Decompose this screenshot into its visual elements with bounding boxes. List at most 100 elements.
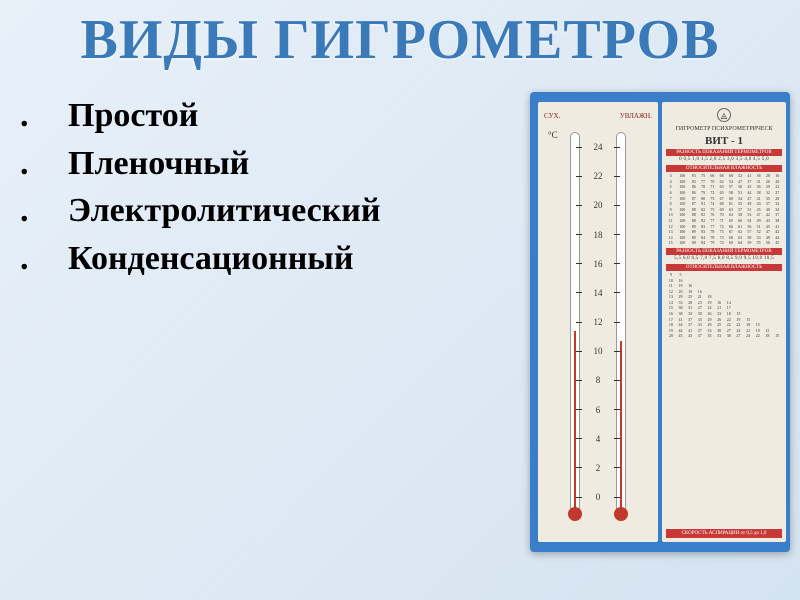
temperature-scale: 242220181614121086420: [586, 142, 610, 502]
thermometer-bulb: [614, 507, 628, 521]
table-cell: 33: [714, 333, 724, 339]
table-cell: 15: [666, 240, 675, 246]
scale-mark: 24: [586, 142, 610, 152]
scale-tick: [576, 322, 582, 323]
table-cell: 35: [705, 333, 715, 339]
scale-tick: [614, 322, 620, 323]
thermometer-panel: СУХ. УВЛАЖН. °C 242220181614121086420: [538, 102, 658, 542]
scale-value: 16: [592, 259, 605, 269]
table-cell: 84: [698, 240, 707, 246]
list-item: Электролитический: [20, 187, 530, 235]
table-header-humidity: ОТНОСИТЕЛЬНАЯ ВЛАЖНОСТЬ: [666, 165, 782, 172]
scale-value: 20: [592, 200, 605, 210]
table-cell: 43: [685, 333, 695, 339]
list-item: Пленочный: [20, 140, 530, 188]
table-cell: 30: [724, 333, 734, 339]
table-cell: 79: [708, 240, 717, 246]
table-cell: 59: [745, 240, 754, 246]
column-headers: 0 0,5 1,0 1,5 2,0 2,5 3,0 3,5 4,0 4,5 5,…: [666, 156, 782, 163]
table-cell: 100: [675, 240, 689, 246]
table-cell: 20: [666, 333, 676, 339]
hygrometer-device: СУХ. УВЛАЖН. °C 242220181614121086420 ◬ …: [530, 92, 790, 552]
table-cell: 64: [736, 240, 745, 246]
scale-tick: [576, 409, 582, 410]
thermometer-bulb: [568, 507, 582, 521]
scale-mark: 0: [586, 492, 610, 502]
hygrometer-types-list: ПростойПленочныйЭлектролитическийКонденс…: [0, 92, 530, 282]
scale-mark: 12: [586, 317, 610, 327]
scale-mark: 22: [586, 171, 610, 181]
table-cell: 24: [743, 333, 753, 339]
mercury-column: [620, 341, 622, 511]
table-cell: 55: [754, 240, 763, 246]
scale-value: 8: [594, 375, 603, 385]
scale-mark: 20: [586, 200, 610, 210]
scale-tick: [576, 205, 582, 206]
scale-tick: [614, 409, 620, 410]
mercury-column: [574, 331, 576, 511]
scale-tick: [614, 147, 620, 148]
scale-tick: [576, 497, 582, 498]
table-row: 204543373533302724221815: [666, 333, 782, 339]
scale-mark: 8: [586, 375, 610, 385]
scale-tick: [576, 263, 582, 264]
wet-thermometer-label: УВЛАЖН.: [620, 112, 652, 120]
scale-tick: [576, 438, 582, 439]
celsius-unit: °C: [548, 130, 558, 140]
scale-value: 12: [592, 317, 605, 327]
device-type-label: ГИГРОМЕТР ПСИХРОМЕТРИЧЕСК: [666, 126, 782, 133]
scale-tick: [614, 234, 620, 235]
list-item: Простой: [20, 92, 530, 140]
scale-value: 6: [594, 405, 603, 415]
dry-thermometer-label: СУХ.: [544, 112, 560, 120]
scale-mark: 14: [586, 288, 610, 298]
scale-tick: [576, 234, 582, 235]
manufacturer-logo-icon: ◬: [717, 108, 731, 122]
content-area: ПростойПленочныйЭлектролитическийКонденс…: [0, 72, 800, 552]
table-cell: 69: [726, 240, 735, 246]
table-cell: 74: [717, 240, 726, 246]
scale-tick: [614, 176, 620, 177]
scale-mark: 16: [586, 259, 610, 269]
scale-tick: [614, 467, 620, 468]
table-cell: 27: [734, 333, 744, 339]
scale-tick: [576, 467, 582, 468]
humidity-data-table-2: 9510161119161220191613292521181433282319…: [666, 272, 782, 339]
scale-tick: [576, 380, 582, 381]
scale-value: 0: [594, 492, 603, 502]
scale-mark: 6: [586, 405, 610, 415]
scale-tick: [614, 438, 620, 439]
table-cell: 45: [676, 333, 686, 339]
humidity-table-panel: ◬ ГИГРОМЕТР ПСИХРОМЕТРИЧЕСК ВИТ - 1 РАЗН…: [662, 102, 786, 542]
device-model: ВИТ - 1: [666, 135, 782, 147]
scale-value: 18: [592, 230, 605, 240]
scale-tick: [614, 497, 620, 498]
table-header-difference: РАЗНОСТЬ ПОКАЗАНИЙ ТЕРМОМЕТРОВ: [666, 149, 782, 156]
scale-value: 4: [594, 434, 603, 444]
table-header-difference-2: РАЗНОСТЬ ПОКАЗАНИЙ ТЕРМОМЕТРОВ: [666, 248, 782, 255]
humidity-data-table-1: 3100837566686052413628164100837770625447…: [666, 173, 782, 246]
scale-tick: [614, 205, 620, 206]
scale-tick: [576, 147, 582, 148]
table-cell: 15: [772, 333, 782, 339]
table-cell: 22: [753, 333, 763, 339]
table-cell: 45: [773, 240, 782, 246]
scale-value: 22: [592, 171, 605, 181]
scale-value: 10: [592, 346, 605, 356]
scale-tick: [614, 380, 620, 381]
aspiration-speed-label: СКОРОСТЬ АСПИРАЦИИ от 0,5 до 1,0: [666, 529, 782, 538]
scale-tick: [576, 176, 582, 177]
scale-mark: 18: [586, 230, 610, 240]
scale-value: 24: [592, 142, 605, 152]
table-cell: 50: [763, 240, 772, 246]
table-row: 1510090847974696459555045: [666, 240, 782, 246]
scale-mark: 4: [586, 434, 610, 444]
table-cell: 37: [695, 333, 705, 339]
column-headers-2: 5,5 6,0 6,5 7,0 7,5 8,0 8,5 9,0 9,5 10,0…: [666, 255, 782, 262]
scale-tick: [576, 292, 582, 293]
scale-mark: 10: [586, 346, 610, 356]
scale-value: 2: [594, 463, 603, 473]
scale-mark: 2: [586, 463, 610, 473]
list-area: ПростойПленочныйЭлектролитическийКонденс…: [0, 92, 530, 552]
scale-tick: [614, 292, 620, 293]
